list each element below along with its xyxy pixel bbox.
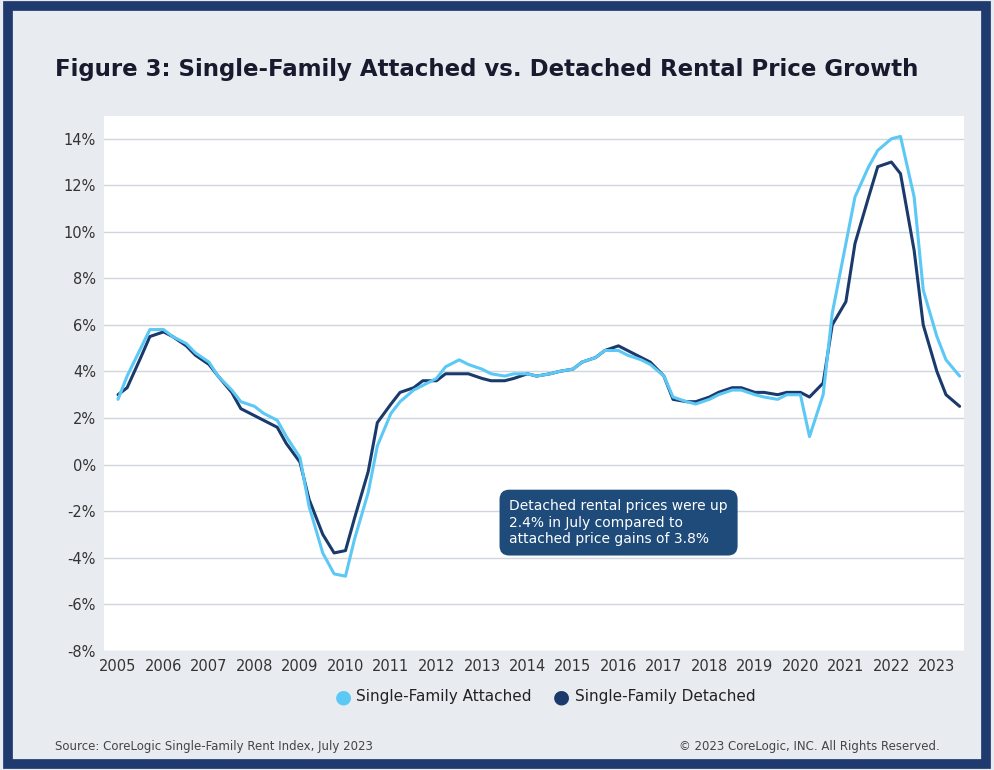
Text: Detached rental prices were up
2.4% in July compared to
attached price gains of : Detached rental prices were up 2.4% in J… bbox=[509, 500, 728, 546]
Text: Figure 3: Single-Family Attached vs. Detached Rental Price Growth: Figure 3: Single-Family Attached vs. Det… bbox=[55, 58, 918, 81]
Text: Single-Family Detached: Single-Family Detached bbox=[575, 689, 755, 705]
Text: ●: ● bbox=[553, 688, 571, 706]
Text: © 2023 CoreLogic, INC. All Rights Reserved.: © 2023 CoreLogic, INC. All Rights Reserv… bbox=[679, 740, 939, 753]
Text: Single-Family Attached: Single-Family Attached bbox=[356, 689, 532, 705]
Text: Source: CoreLogic Single-Family Rent Index, July 2023: Source: CoreLogic Single-Family Rent Ind… bbox=[55, 740, 373, 753]
Text: ●: ● bbox=[334, 688, 352, 706]
